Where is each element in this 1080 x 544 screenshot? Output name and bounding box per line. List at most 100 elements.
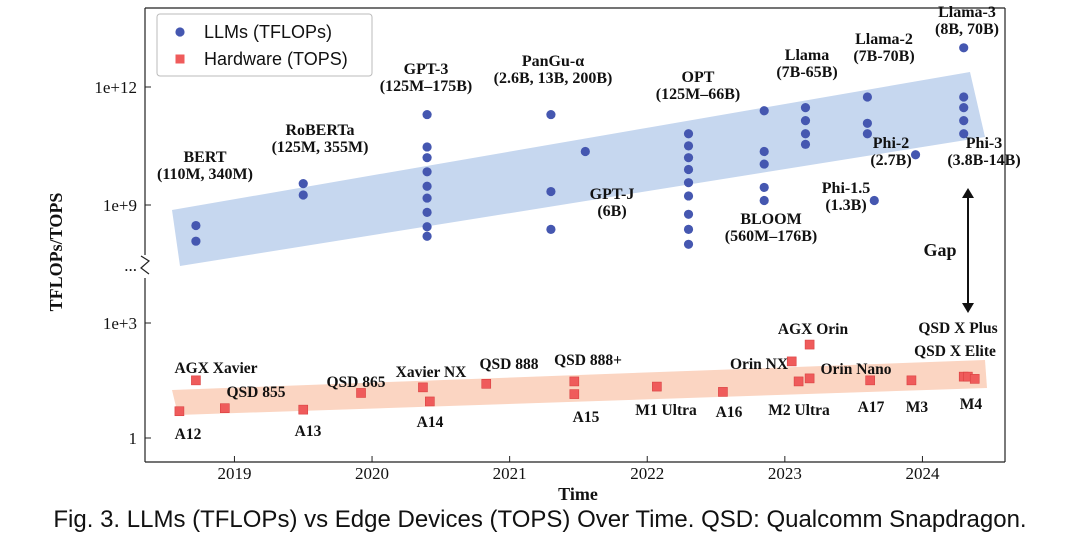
llm-point xyxy=(683,129,694,139)
annotation-line: (2.6B, 13B, 200B) xyxy=(494,70,613,87)
x-tick-label: 2020 xyxy=(355,464,389,483)
hardware-point xyxy=(418,382,428,393)
hardware-point xyxy=(718,387,728,397)
llm-point xyxy=(683,153,694,163)
legend-label: Hardware (TOPS) xyxy=(204,49,348,69)
llm-point xyxy=(959,129,969,139)
annotation-label: A15 xyxy=(573,409,600,426)
llm-point xyxy=(869,195,879,206)
llm-point xyxy=(422,167,432,177)
annotation-label: OPT (125M–66B) xyxy=(656,69,740,103)
annotation-label: QSD X Plus xyxy=(918,320,997,337)
annotation-line: QSD 888+ xyxy=(554,352,622,369)
hardware-point xyxy=(906,375,917,386)
annotation-line: Phi-1.5 xyxy=(822,180,870,197)
annotation-label: QSD 888+ xyxy=(554,352,622,369)
hardware-point xyxy=(425,396,435,407)
annotation-label: BERT (110M, 340M) xyxy=(157,149,253,183)
x-tick-label: 2023 xyxy=(768,464,802,483)
y-tick-label: 1 xyxy=(129,429,138,448)
annotation-label: BLOOM (560M–176B) xyxy=(725,211,817,245)
llm-point xyxy=(800,129,811,139)
annotation-label: QSD 865 xyxy=(327,374,386,391)
hardware-point xyxy=(174,406,185,417)
annotation-label: AGX Xavier xyxy=(174,360,257,377)
llm-point xyxy=(546,186,556,197)
hardware-point xyxy=(652,381,662,392)
llm-point xyxy=(683,224,694,234)
y-tick-label: ... xyxy=(124,256,137,275)
axis-break-mark xyxy=(140,255,151,275)
gap-arrow-head-down xyxy=(962,303,974,313)
annotation-line: RoBERTa xyxy=(285,122,354,139)
annotation-line: M4 xyxy=(960,396,983,413)
annotation-line: (8B, 70B) xyxy=(935,21,999,38)
annotation-line: Phi-3 xyxy=(966,135,1002,152)
hardware-trend-band xyxy=(172,360,987,415)
annotation-label: Gap xyxy=(923,240,956,260)
llm-point xyxy=(759,146,769,157)
llm-point xyxy=(910,150,921,160)
annotation-line: Orin NX xyxy=(730,356,789,373)
llm-point xyxy=(800,139,811,149)
annotation-label: Orin Nano xyxy=(820,361,891,378)
x-axis-title: Time xyxy=(558,484,598,504)
hardware-point xyxy=(804,339,815,350)
annotation-label: QSD X Elite xyxy=(914,343,996,360)
annotation-label: A14 xyxy=(417,414,444,431)
annotation-line: Gap xyxy=(923,240,956,260)
annotation-label: M1 Ultra xyxy=(635,402,697,419)
annotation-line: (7B-65B) xyxy=(776,64,837,81)
llm-point xyxy=(683,141,694,151)
llm-point xyxy=(959,43,969,53)
llm-point xyxy=(683,178,694,188)
annotation-line: QSD 855 xyxy=(227,384,286,401)
llm-point xyxy=(422,181,432,191)
llm-point xyxy=(191,220,201,231)
llm-point xyxy=(422,193,432,203)
annotation-label: Llama-3 (8B, 70B) xyxy=(935,4,999,38)
llm-point xyxy=(422,109,432,120)
llm-point xyxy=(683,239,694,249)
annotation-label: Orin NX xyxy=(730,356,789,373)
annotation-line: (6B) xyxy=(597,203,626,220)
llm-point xyxy=(959,92,969,102)
llm-point xyxy=(580,146,590,157)
llm-point xyxy=(422,142,432,152)
annotation-label: GPT-3 (125M–175B) xyxy=(380,61,472,95)
hardware-point xyxy=(191,375,201,386)
hardware-point xyxy=(865,375,875,386)
x-tick-label: 2019 xyxy=(217,464,251,483)
annotation-line: (125M–175B) xyxy=(380,78,472,95)
llm-point xyxy=(759,182,769,193)
annotation-label: A17 xyxy=(858,399,885,416)
llm-point xyxy=(422,231,432,241)
annotation-line: Orin Nano xyxy=(820,361,891,378)
llm-point xyxy=(959,103,969,113)
llm-point xyxy=(546,109,556,120)
annotation-line: QSD 888 xyxy=(480,356,539,373)
llm-point xyxy=(298,190,308,200)
annotation-label: Llama-2 (7B-70B) xyxy=(853,31,914,65)
hardware-point xyxy=(298,404,309,415)
llm-trend-band xyxy=(172,72,985,266)
annotation-label: Phi-3 (3.8B-14B) xyxy=(947,135,1020,169)
y-tick-label: 1e+9 xyxy=(103,196,137,215)
legend-marker-square xyxy=(175,54,185,64)
annotation-label: M2 Ultra xyxy=(768,402,830,419)
hardware-point xyxy=(969,374,980,384)
annotation-line: PanGu-α xyxy=(522,53,584,70)
legend-marker-circle xyxy=(175,27,185,37)
llm-point xyxy=(546,224,556,234)
annotation-line: (125M, 355M) xyxy=(272,139,369,156)
llm-point xyxy=(759,159,769,169)
annotation-label: A13 xyxy=(295,423,322,440)
x-tick-label: 2021 xyxy=(493,464,527,483)
annotation-line: A15 xyxy=(573,409,600,426)
y-axis-title: TFLOPs/TOPS xyxy=(46,193,66,312)
figure-caption: Fig. 3. LLMs (TFLOPs) vs Edge Devices (T… xyxy=(53,506,1027,533)
annotation-label: QSD 888 xyxy=(480,356,539,373)
llm-point xyxy=(800,116,811,126)
hardware-point xyxy=(569,376,580,387)
annotation-label: AGX Orin xyxy=(778,321,849,338)
